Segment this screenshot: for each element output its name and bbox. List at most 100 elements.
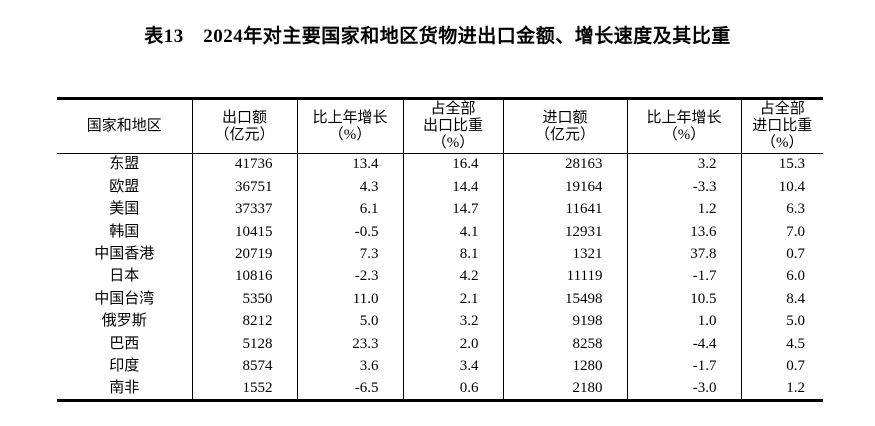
cell-export-amount: 8574 (191, 355, 297, 378)
cell-export-share: 2.0 (402, 333, 503, 356)
table-row: 南非 1552 -6.5 0.6 2180 -3.0 1.2 (57, 377, 823, 401)
col-header-import-amount: 进口额 （亿元） (502, 98, 627, 154)
header-line: （%） (431, 135, 475, 151)
cell-export-amount: 8212 (191, 310, 297, 333)
col-header-export-amount: 出口额 （亿元） (191, 98, 297, 154)
cell-import-growth: 1.0 (626, 310, 741, 333)
table-row: 东盟 41736 13.4 16.4 28163 3.2 15.3 (57, 153, 823, 176)
cell-import-growth: -3.3 (626, 175, 741, 199)
cell-import-amount: 1280 (502, 355, 627, 378)
col-header-export-growth: 比上年增长 （%） (296, 98, 403, 154)
col-header-import-share: 占全部 进口比重 （%） (740, 98, 823, 154)
cell-import-amount: 12931 (502, 220, 627, 244)
col-header-export-share: 占全部 出口比重 （%） (402, 98, 503, 154)
cell-import-share: 1.2 (740, 377, 823, 401)
cell-export-growth: -2.3 (296, 265, 403, 289)
cell-import-amount: 2180 (502, 377, 627, 401)
header-line: 国家和地区 (86, 118, 162, 134)
header-line: （%） (328, 126, 372, 143)
cell-export-amount: 5350 (191, 288, 297, 311)
cell-export-growth: 4.3 (296, 175, 403, 199)
cell-region: 中国台湾 (94, 290, 155, 307)
cell-export-share: 2.1 (402, 288, 503, 311)
cell-import-growth: 10.5 (626, 288, 741, 311)
header-line: 比上年增长 (312, 109, 388, 126)
cell-export-growth: 23.3 (296, 333, 403, 356)
cell-import-amount: 19164 (502, 175, 627, 199)
cell-import-share: 6.0 (740, 265, 823, 289)
table-row: 巴西 5128 23.3 2.0 8258 -4.4 4.5 (57, 333, 823, 356)
cell-import-growth: 1.2 (626, 198, 741, 221)
col-header-import-growth: 比上年增长 （%） (626, 98, 741, 154)
cell-import-amount: 11641 (502, 198, 627, 221)
cell-import-amount: 11119 (502, 265, 627, 289)
cell-export-growth: 13.4 (296, 153, 403, 176)
cell-import-share: 5.0 (740, 310, 823, 333)
cell-import-growth: -1.7 (626, 355, 741, 378)
cell-export-growth: 3.6 (296, 355, 403, 378)
cell-import-growth: 3.2 (626, 153, 741, 176)
cell-region: 中国香港 (94, 245, 155, 262)
cell-import-share: 0.7 (740, 355, 823, 378)
header-line: （亿元） (214, 126, 275, 143)
table-row: 中国台湾 5350 11.0 2.1 15498 10.5 8.4 (57, 288, 823, 311)
table-row: 印度 8574 3.6 3.4 1280 -1.7 0.7 (57, 355, 823, 378)
table-row: 日本 10816 -2.3 4.2 11119 -1.7 6.0 (57, 265, 823, 289)
table-row: 欧盟 36751 4.3 14.4 19164 -3.3 10.4 (57, 175, 823, 199)
cell-region: 南非 (109, 379, 140, 396)
cell-import-growth: -3.0 (626, 377, 741, 401)
cell-region: 印度 (109, 358, 140, 375)
cell-export-share: 3.4 (402, 355, 503, 378)
cell-export-growth: 7.3 (296, 243, 403, 266)
cell-export-growth: -6.5 (296, 377, 403, 401)
table-row: 韩国 10415 -0.5 4.1 12931 13.6 7.0 (57, 220, 823, 244)
cell-export-amount: 37337 (191, 198, 297, 221)
cell-region: 东盟 (109, 156, 140, 173)
cell-import-amount: 1321 (502, 243, 627, 266)
cell-region: 巴西 (109, 335, 140, 352)
cell-import-share: 4.5 (740, 333, 823, 356)
cell-export-share: 8.1 (402, 243, 503, 266)
cell-import-growth: 13.6 (626, 220, 741, 244)
cell-export-amount: 10415 (191, 220, 297, 244)
header-line: 进口比重 (752, 118, 813, 134)
cell-import-amount: 28163 (502, 153, 627, 176)
table-title: 表13 2024年对主要国家和地区货物进出口金额、增长速度及其比重 (144, 26, 731, 47)
cell-export-growth: 11.0 (296, 288, 403, 311)
cell-export-amount: 41736 (191, 153, 297, 176)
table-row: 中国香港 20719 7.3 8.1 1321 37.8 0.7 (57, 243, 823, 266)
header-line: 进口额 (542, 109, 588, 126)
cell-import-amount: 8258 (502, 333, 627, 356)
cell-import-share: 6.3 (740, 198, 823, 221)
cell-export-share: 3.2 (402, 310, 503, 333)
cell-export-amount: 10816 (191, 265, 297, 289)
cell-export-share: 14.4 (402, 175, 503, 199)
cell-export-share: 16.4 (402, 153, 503, 176)
cell-export-growth: -0.5 (296, 220, 403, 244)
cell-import-growth: -4.4 (626, 333, 741, 356)
cell-import-growth: 37.8 (626, 243, 741, 266)
header-line: （亿元） (534, 126, 595, 143)
header-line: 占全部 (430, 101, 476, 117)
col-header-region: 国家和地区 (57, 98, 192, 154)
trade-statistics-table: 国家和地区 出口额 （亿元） 比上年增长 （%） 占全部 出口比重 （%） 进口… (57, 97, 823, 402)
header-line: （%） (761, 135, 804, 151)
cell-export-share: 0.6 (402, 377, 503, 401)
header-line: 占全部 (759, 101, 805, 117)
header-line: 出口比重 (422, 118, 483, 134)
cell-import-amount: 9198 (502, 310, 627, 333)
cell-export-amount: 5128 (191, 333, 297, 356)
cell-import-share: 8.4 (740, 288, 823, 311)
cell-export-growth: 5.0 (296, 310, 403, 333)
cell-export-amount: 20719 (191, 243, 297, 266)
header-line: （%） (662, 126, 706, 143)
table-header-row: 国家和地区 出口额 （亿元） 比上年增长 （%） 占全部 出口比重 （%） 进口… (57, 98, 823, 154)
cell-region: 日本 (109, 268, 140, 285)
cell-export-amount: 36751 (191, 175, 297, 199)
cell-region: 俄罗斯 (101, 313, 147, 330)
cell-region: 欧盟 (109, 178, 140, 195)
table-row: 美国 37337 6.1 14.7 11641 1.2 6.3 (57, 198, 823, 221)
cell-import-growth: -1.7 (626, 265, 741, 289)
cell-region: 韩国 (109, 223, 140, 240)
